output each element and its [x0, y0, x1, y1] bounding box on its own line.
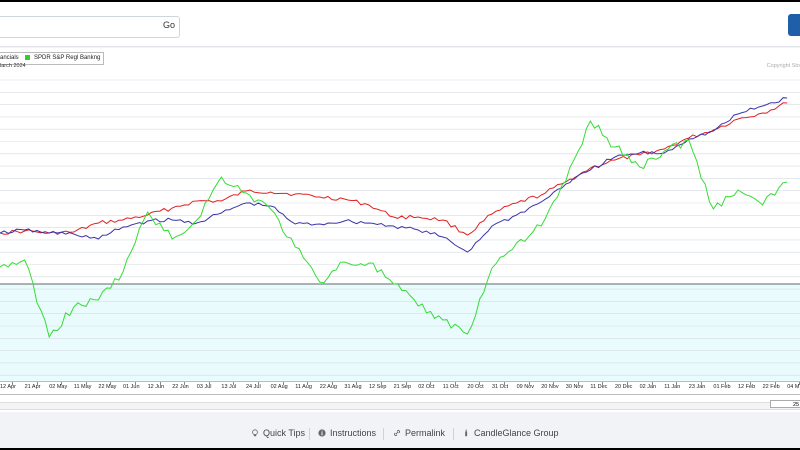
x-tick	[602, 382, 604, 385]
date-axis: 12 Apr 21 Apr 02 May 11 May 22 May 01 Jun 12 J…	[0, 381, 800, 395]
x-tick	[61, 382, 63, 385]
x-tick-label: 30 Nov	[565, 384, 584, 390]
x-tick	[504, 382, 505, 385]
x-tick-label: 11 Jan	[664, 384, 681, 390]
x-tick-label: 31 Oct	[492, 384, 509, 390]
chart-legend: ancials SPDR S&P Regl Bankng	[0, 52, 105, 65]
series-line-blue	[0, 97, 788, 253]
zoom-input[interactable]: 25	[770, 400, 800, 408]
x-tick	[135, 382, 136, 385]
x-tick	[85, 382, 87, 385]
x-tick	[528, 382, 530, 385]
instructions-link[interactable]: Instructions	[318, 428, 376, 438]
x-tick	[258, 382, 259, 385]
x-tick-label: 20 Oct	[467, 384, 484, 390]
x-tick	[282, 382, 284, 385]
x-tick-label: 12 Apr	[0, 384, 16, 390]
x-tick-label: 01 Feb	[713, 384, 731, 390]
x-tick-label: 02 Jan	[639, 384, 657, 390]
x-tick	[110, 382, 112, 385]
series-line-green	[0, 119, 788, 339]
x-tick	[454, 382, 456, 385]
x-tick-label: 11 Oct	[442, 384, 459, 390]
x-tick-label: 04 M	[787, 384, 800, 390]
lightbulb-icon	[252, 429, 258, 437]
legend-left-text: ancials	[0, 55, 19, 61]
x-tick-label: 23 Jan	[688, 384, 706, 390]
x-tick-label: 20 Nov	[541, 384, 559, 390]
x-tick-label: 21 Sep	[393, 384, 412, 390]
x-tick	[208, 382, 210, 385]
x-tick-label: 01 Jun	[123, 384, 140, 390]
x-tick	[774, 382, 776, 385]
footer-toolbar: Quick Tips Instructions Permalink Candle…	[0, 422, 800, 446]
chart-plot-area[interactable]	[0, 70, 800, 381]
x-tick-label: 13 Jul	[221, 384, 237, 390]
x-tick	[381, 382, 382, 385]
x-tick-label: 11 Dec	[590, 384, 608, 390]
x-tick	[627, 382, 628, 385]
x-tick	[553, 382, 555, 385]
x-tick	[430, 382, 432, 385]
x-tick	[750, 382, 751, 385]
x-tick-label: 22 Feb	[762, 384, 780, 390]
x-tick-label: 03 Jul	[196, 384, 212, 390]
candleglance-group-link[interactable]: CandleGlance Group	[462, 428, 559, 438]
x-tick-label: 22 May	[98, 384, 117, 390]
x-tick	[307, 382, 309, 385]
permalink-link[interactable]: Permalink	[393, 428, 445, 438]
update-button[interactable]	[788, 14, 800, 36]
quick-tips-link[interactable]: Quick Tips	[251, 428, 305, 438]
x-tick	[676, 382, 678, 385]
symbol-search-input[interactable]: Go	[0, 16, 180, 38]
x-tick-label: 09 Nov	[516, 384, 535, 390]
x-tick	[356, 382, 358, 385]
x-tick	[725, 382, 727, 385]
x-tick-label: 11 May	[73, 384, 92, 390]
x-tick	[233, 382, 235, 385]
x-tick-label: 22 Aug	[319, 384, 337, 390]
x-tick	[405, 382, 407, 385]
footer-separator	[309, 428, 310, 440]
go-button[interactable]: Go	[162, 20, 175, 30]
x-tick-label: 20 Dec	[615, 384, 633, 390]
link-icon	[394, 430, 400, 436]
x-tick	[700, 382, 702, 385]
legend-right-text: SPDR S&P Regl Bankng	[34, 55, 101, 61]
x-tick-label: 12 Feb	[738, 384, 756, 390]
x-tick-label: 02 May	[49, 384, 68, 390]
negative-zone	[0, 284, 800, 381]
series-line-red	[0, 102, 788, 236]
x-tick-label: 22 Jun	[172, 384, 189, 390]
x-tick-label: 11 Aug	[295, 384, 312, 390]
x-tick	[651, 382, 653, 385]
x-tick-label: 31 Aug	[344, 384, 362, 390]
x-tick-label: 02 Oct	[418, 384, 435, 390]
x-tick-label: 12 Jun	[147, 384, 165, 390]
x-tick	[479, 382, 481, 385]
period-label: larch 2024	[0, 63, 26, 69]
footer-separator	[383, 428, 384, 440]
info-icon	[318, 429, 326, 437]
top-bar: Go	[0, 2, 800, 47]
chart-panel: ancials SPDR S&P Regl Bankng larch 2024 …	[0, 48, 800, 412]
x-tick	[12, 382, 13, 385]
x-tick	[159, 382, 161, 385]
x-tick-label: 24 Jul	[246, 384, 261, 390]
x-tick-label: 21 Apr	[24, 384, 41, 390]
x-tick	[184, 382, 186, 385]
copyright-text: Copyright Sto	[766, 63, 800, 69]
scroll-track[interactable]	[0, 402, 800, 410]
chart-svg	[0, 79, 800, 381]
x-tick	[577, 382, 579, 385]
x-tick-label: 02 Aug	[270, 384, 288, 390]
x-tick-label: 12 Sep	[369, 384, 387, 390]
x-tick	[36, 382, 38, 385]
x-tick	[331, 382, 333, 385]
candle-icon	[465, 429, 468, 437]
footer-separator	[453, 428, 454, 440]
legend-green-square-icon	[25, 54, 31, 60]
chart-scrollbar[interactable]: 25	[0, 400, 800, 410]
